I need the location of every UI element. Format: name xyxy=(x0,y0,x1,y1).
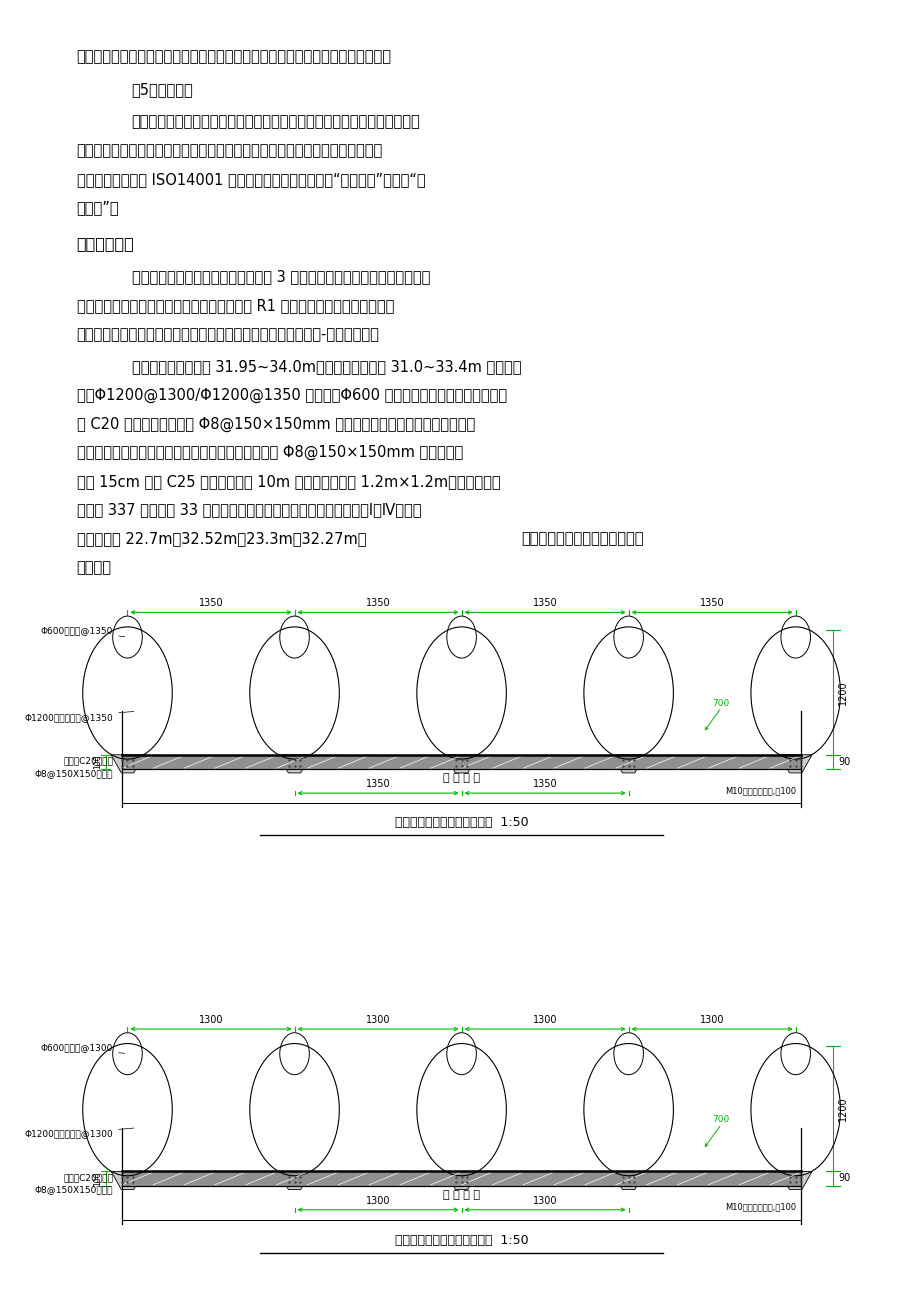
Text: Φ8@150X150钉筋网: Φ8@150X150钉筋网 xyxy=(35,769,113,777)
Text: M10水泥砂浆找平,厨100: M10水泥砂浆找平,厨100 xyxy=(724,786,795,796)
Text: 1300: 1300 xyxy=(699,1014,723,1025)
Text: 1200: 1200 xyxy=(837,680,847,704)
Text: 保施工”。: 保施工”。 xyxy=(76,201,119,216)
Text: 输。施工过程实施 ISO14001 标准，进行环境管理。建设“绿色工地”，实施“环: 输。施工过程实施 ISO14001 标准，进行环境管理。建设“绿色工地”，实施“… xyxy=(76,172,425,187)
Text: M10水泥砂浆找平,厨100: M10水泥砂浆找平,厨100 xyxy=(724,1203,795,1212)
Text: Φ1200钒孔灰注桦@1300: Φ1200钒孔灰注桦@1300 xyxy=(25,1128,134,1138)
Polygon shape xyxy=(445,755,478,773)
Text: Φ8@150X150钉筋网: Φ8@150X150钉筋网 xyxy=(35,1186,113,1194)
Polygon shape xyxy=(278,1172,311,1190)
Text: 100: 100 xyxy=(93,1172,102,1186)
Text: 文明施工，减少空气、噪音污染、杜绝排放污水、丢弃垃圾等行为，维护交通运: 文明施工，减少空气、噪音污染、杜绝排放污水、丢弃垃圾等行为，维护交通运 xyxy=(76,143,382,159)
Text: 1350: 1350 xyxy=(366,780,390,789)
Bar xyxy=(122,755,800,769)
Text: 桦长分别为 22.7m，32.52m，23.3m，32.27m。: 桦长分别为 22.7m，32.52m，23.3m，32.27m。 xyxy=(76,531,366,547)
Text: 700: 700 xyxy=(712,699,729,707)
Text: 1300: 1300 xyxy=(532,1197,557,1206)
Polygon shape xyxy=(612,1172,644,1190)
Text: 桦间喷C20混凝土: 桦间喷C20混凝土 xyxy=(63,1173,113,1182)
Text: 90: 90 xyxy=(837,756,850,767)
Bar xyxy=(122,1172,800,1186)
Text: 1300: 1300 xyxy=(532,1014,557,1025)
Text: 灰注桦 337 根（包括 33 根临时立柱桦），围护桦按桦型分为四种，Ⅰ～Ⅳ型平均: 灰注桦 337 根（包括 33 根临时立柱桦），围护桦按桦型分为四种，Ⅰ～Ⅳ型平… xyxy=(76,503,421,518)
Text: 二、工程概况: 二、工程概况 xyxy=(76,236,134,251)
Text: 1350: 1350 xyxy=(532,598,557,608)
Text: 1350: 1350 xyxy=(532,780,557,789)
Text: （5）环保原则: （5）环保原则 xyxy=(131,82,193,98)
Text: 位于环岛绿化带内、其余部分位于某某第八小学内，车站呼西南-东北向布置。: 位于环岛绿化带内、其余部分位于某某第八小学内，车站呼西南-东北向布置。 xyxy=(76,327,379,342)
Text: 用 C20 网喷混凝土，外挂 Φ8@150×150mm 的钉筋网。由于车站范围内大部分基: 用 C20 网喷混凝土，外挂 Φ8@150×150mm 的钉筋网。由于车站范围内… xyxy=(76,417,474,432)
Text: 车 站 侧 墙: 车 站 侧 墙 xyxy=(443,773,480,783)
Text: 1300: 1300 xyxy=(366,1014,390,1025)
Text: 1350: 1350 xyxy=(366,598,390,608)
Text: 采用Φ1200@1300/Φ1200@1350 钒孔桦加Φ600 旋噴桦桦间止水，开挟后内侧采: 采用Φ1200@1300/Φ1200@1350 钒孔桦加Φ600 旋噴桦桦间止水… xyxy=(76,388,506,404)
Text: 理配备资源，施工过程实施动态管理，从而使工程施工达到即经济又优质的目标。: 理配备资源，施工过程实施动态管理，从而使工程施工达到即经济又优质的目标。 xyxy=(76,49,391,65)
Text: 700: 700 xyxy=(712,1116,729,1124)
Text: 某某南站是某某城际轨道交通项目第 3 座车站，位于菞长路和四环路丁字路: 某某南站是某某城际轨道交通项目第 3 座车站，位于菞长路和四环路丁字路 xyxy=(131,270,429,285)
Text: 100: 100 xyxy=(93,755,102,769)
Text: 围护结构钒孔桦大样图（一）  1:50: 围护结构钒孔桦大样图（一） 1:50 xyxy=(394,816,528,829)
Text: 桦间喷C20混凝土: 桦间喷C20混凝土 xyxy=(63,756,113,766)
Text: 1200: 1200 xyxy=(837,1096,847,1121)
Polygon shape xyxy=(445,1172,478,1190)
Polygon shape xyxy=(778,1172,811,1190)
Polygon shape xyxy=(111,1172,143,1190)
Text: Φ600旋噴桦@1300: Φ600旋噴桦@1300 xyxy=(40,1043,125,1053)
Text: 岩岩面较高，吴脚桦以下入岩段采用锡喷支护，外挂 Φ8@150×150mm 的钉筋网，: 岩岩面较高，吴脚桦以下入岩段采用锡喷支护，外挂 Φ8@150×150mm 的钉筋… xyxy=(76,445,462,461)
Polygon shape xyxy=(612,755,644,773)
Text: 1350: 1350 xyxy=(199,598,223,608)
Text: 1300: 1300 xyxy=(366,1197,390,1206)
Polygon shape xyxy=(778,755,811,773)
Polygon shape xyxy=(111,755,143,773)
Text: Φ1200钒孔灰注桦@1350: Φ1200钒孔灰注桦@1350 xyxy=(25,711,134,721)
Text: 口的环岛处，车站斜跨菞长路和长泰路设置与 R1 线通道换乘，车站主体大部分: 口的环岛处，车站斜跨菞长路和长泰路设置与 R1 线通道换乘，车站主体大部分 xyxy=(76,298,393,314)
Text: 车站小里程基坑深度 31.95~34.0m，大里程基坑深度 31.0~33.4m 围护结构: 车站小里程基坑深度 31.95~34.0m，大里程基坑深度 31.0~33.4m… xyxy=(131,359,520,375)
Text: 喷射 15cm 厚的 C25 混凝土，打设 10m 长的锡杠，间距 1.2m×1.2m。全站共钒孔: 喷射 15cm 厚的 C25 混凝土，打设 10m 长的锡杠，间距 1.2m×1… xyxy=(76,474,500,490)
Text: 见图一《钒孔灰注桦与旋噴桦大: 见图一《钒孔灰注桦与旋噴桦大 xyxy=(521,531,643,547)
Polygon shape xyxy=(278,755,311,773)
Text: 围护结构钒孔桦大样图（二）  1:50: 围护结构钒孔桦大样图（二） 1:50 xyxy=(394,1234,528,1247)
Text: 1300: 1300 xyxy=(199,1014,223,1025)
Text: Φ600旋噴桦@1350: Φ600旋噴桦@1350 xyxy=(40,626,125,637)
Text: 90: 90 xyxy=(837,1173,850,1184)
Text: 样图》。: 样图》。 xyxy=(76,560,111,575)
Text: 充分调查了解工程周边环境情况，施工紧密结合环境保护进行。施工中实施: 充分调查了解工程周边环境情况，施工紧密结合环境保护进行。施工中实施 xyxy=(131,115,420,130)
Text: 1350: 1350 xyxy=(699,598,723,608)
Text: 车 站 侧 墙: 车 站 侧 墙 xyxy=(443,1190,480,1199)
